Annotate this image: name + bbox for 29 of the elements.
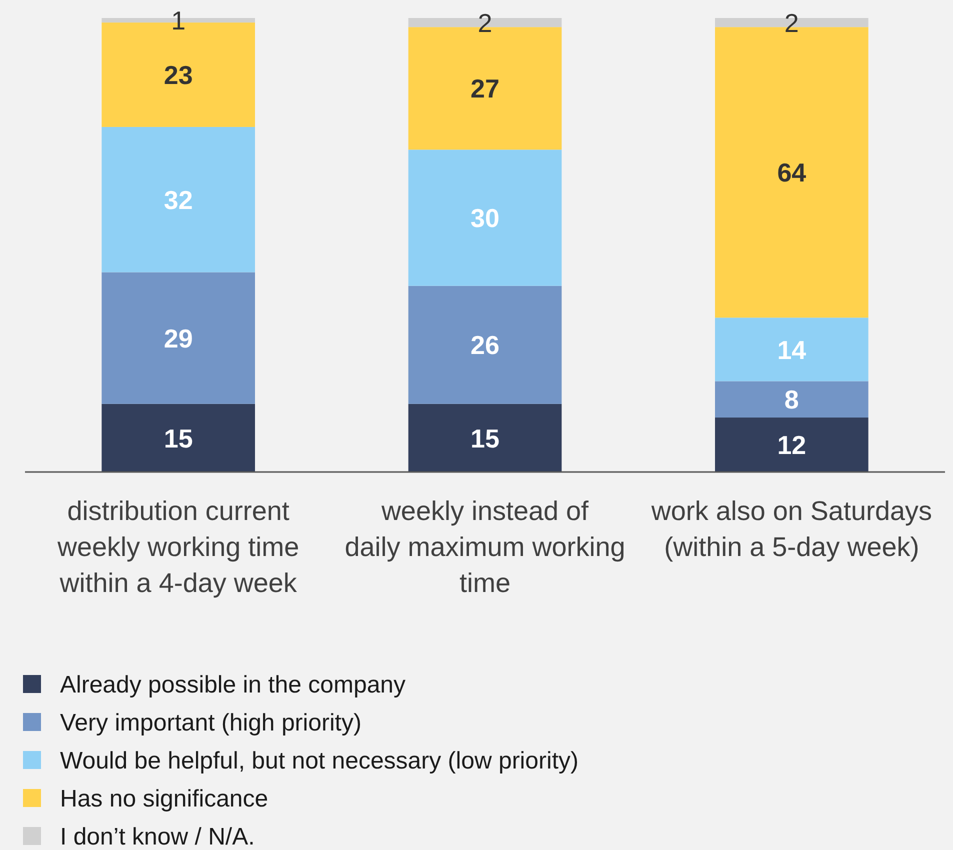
data-label: 32: [164, 184, 193, 215]
x-tick-label: weekly instead of daily maximum working time: [344, 496, 626, 598]
bar: [102, 126, 255, 272]
data-label: 12: [777, 430, 806, 460]
bar: [102, 272, 255, 404]
legend-label: Very important (high priority): [60, 710, 362, 737]
bar: [715, 318, 868, 382]
bar: [102, 404, 255, 472]
bar: [715, 381, 868, 418]
bar: [408, 404, 562, 472]
data-label: 14: [777, 334, 807, 365]
data-label: 15: [164, 423, 193, 454]
data-label: 30: [470, 203, 500, 234]
x-tick-label: distribution current weekly working time within a 4-day week: [56, 496, 300, 598]
data-label: 26: [470, 330, 500, 360]
data-label: 8: [784, 384, 799, 415]
data-label: 29: [164, 323, 193, 354]
bar: [715, 418, 868, 472]
bar: [408, 286, 562, 404]
data-label: 64: [777, 158, 807, 188]
data-label: 15: [470, 423, 500, 454]
bar: [408, 150, 562, 286]
x-tick-label: work also on Saturdays (within a 5-day week): [650, 496, 932, 562]
legend-label: Already possible in the company: [60, 672, 406, 699]
legend-label: Has no significance: [60, 786, 268, 813]
legend-label: Would be helpful, but not necessary (low priority): [60, 748, 578, 775]
data-label: 27: [470, 74, 500, 104]
data-label: 23: [164, 60, 193, 90]
legend-label: I don’t know / N/A.: [60, 824, 255, 850]
